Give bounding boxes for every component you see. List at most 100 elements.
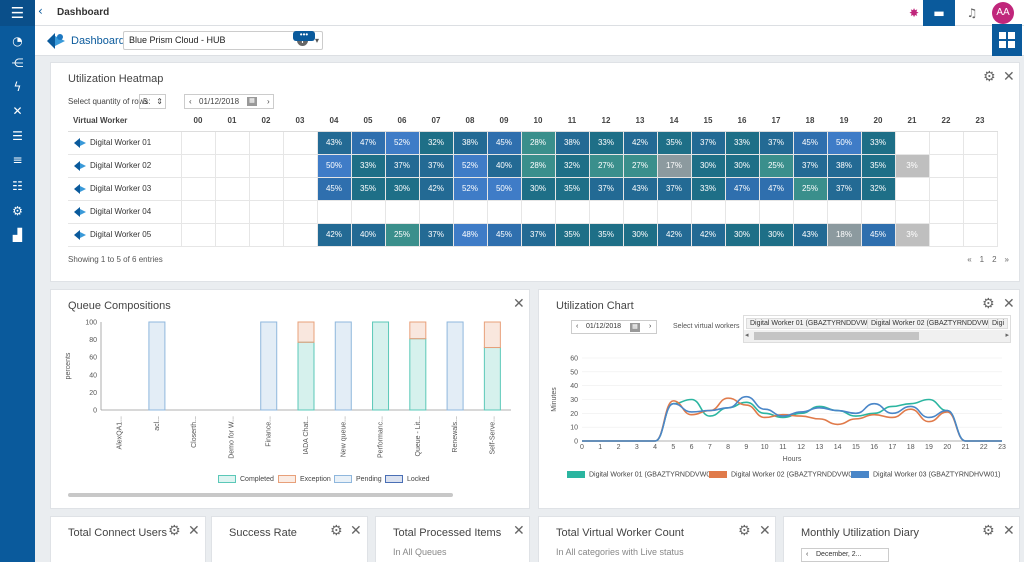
virtual-worker-selector[interactable]: Digital Worker 01 (GBAZTYRNDDVW01) Digit… xyxy=(743,315,1011,343)
legend-item[interactable]: Exception xyxy=(278,475,331,483)
report-list-icon[interactable]: ☷ xyxy=(12,179,23,193)
y-tick-label: 100 xyxy=(85,320,97,327)
heatmap-cell: 45% xyxy=(486,130,522,155)
pagination-item[interactable]: « xyxy=(967,255,972,264)
scroll-thumb[interactable] xyxy=(754,332,919,340)
avatar[interactable]: AA xyxy=(992,2,1014,24)
close-icon[interactable]: ✕ xyxy=(513,523,525,539)
pagination-item[interactable]: » xyxy=(1004,255,1009,264)
series-line[interactable] xyxy=(582,397,1003,442)
rows-quantity-stepper[interactable]: 5 ⇕ xyxy=(139,94,166,109)
bar-segment[interactable] xyxy=(483,321,501,349)
legend-item[interactable]: Locked xyxy=(385,475,430,483)
heatmap-cell: 35% xyxy=(554,176,590,201)
bell-icon[interactable]: ♫ xyxy=(966,6,978,20)
gear-icon[interactable]: ⚙ xyxy=(982,523,995,539)
stepper-arrows-icon[interactable]: ⇕ xyxy=(156,97,163,106)
prev-month-icon[interactable]: ‹ xyxy=(806,551,809,558)
lightning-icon[interactable]: ϟ xyxy=(13,80,22,94)
horizontal-scrollbar[interactable] xyxy=(68,493,453,497)
gear-icon[interactable]: ⚙ xyxy=(982,296,995,312)
bar-segment[interactable] xyxy=(409,321,427,340)
more-options-button[interactable]: ••• xyxy=(293,31,315,41)
settings-globe-icon[interactable]: ⚙ xyxy=(12,204,23,218)
worker-scrollbar[interactable]: ◂ ▸ xyxy=(744,330,1010,342)
hierarchy-icon[interactable]: ▟ xyxy=(12,228,23,242)
gear-icon[interactable]: ⚙ xyxy=(168,523,181,539)
heatmap-cell xyxy=(282,130,318,155)
dashboard-gauge-icon[interactable]: ◔ xyxy=(12,34,23,48)
bar-segment[interactable] xyxy=(372,321,390,411)
table-row[interactable]: Digital Worker 02 50% 33% 37% 37% 52% 40% 28% 32… xyxy=(68,153,998,178)
hamburger-menu-icon[interactable]: ☰ xyxy=(0,0,35,26)
bar-segment[interactable] xyxy=(297,321,315,343)
gear-icon[interactable]: ⚙ xyxy=(983,69,996,85)
utilization-date-picker[interactable]: ‹ 01/12/2018 ▦ › xyxy=(571,320,657,334)
share-nodes-icon[interactable]: ⋲ xyxy=(11,56,24,70)
heatmap-cell: 3% xyxy=(894,153,930,178)
close-icon[interactable]: ✕ xyxy=(350,523,362,539)
y-tick-label: 20 xyxy=(570,411,578,418)
table-row[interactable]: Digital Worker 05 42% 40% 25% 37% 48% 45% 37% 35… xyxy=(68,222,998,247)
bar-segment[interactable] xyxy=(334,321,352,411)
bar-segment[interactable] xyxy=(483,347,501,411)
next-date-icon[interactable]: › xyxy=(649,323,652,330)
heatmap-cell xyxy=(214,222,250,247)
sort-list-icon[interactable]: ≡ xyxy=(12,153,23,167)
diary-month-picker[interactable]: ‹ December, 2... xyxy=(801,548,889,562)
close-icon[interactable]: ✕ xyxy=(1003,69,1015,85)
series-line[interactable] xyxy=(582,398,1003,442)
table-row[interactable]: Digital Worker 04 xyxy=(68,199,998,224)
table-row[interactable]: Digital Worker 03 45% 35% 30% 42% 52% 50% 30% 35… xyxy=(68,176,998,201)
hour-column-header: 08 xyxy=(453,111,487,132)
close-icon[interactable]: ✕ xyxy=(759,523,771,539)
table-row[interactable]: Digital Worker 01 43% 47% 52% 32% 38% 45% 28% 38… xyxy=(68,130,998,155)
hour-column-header: 01 xyxy=(215,111,249,132)
legend-item[interactable]: Completed xyxy=(218,475,274,483)
pagination-item[interactable]: 2 xyxy=(992,255,997,264)
close-icon[interactable]: ✕ xyxy=(188,523,200,539)
y-tick-label: 50 xyxy=(570,369,578,376)
legend-item[interactable]: Digital Worker 03 (GBAZTYRNDHVW01) xyxy=(851,471,1000,478)
tools-icon[interactable]: ✕ xyxy=(12,104,23,118)
gear-icon[interactable]: ⚙ xyxy=(330,523,343,539)
grid-layout-button[interactable] xyxy=(992,24,1022,56)
digital-worker-icon xyxy=(74,183,86,194)
list-icon[interactable]: ☰ xyxy=(12,129,23,143)
bar-segment[interactable] xyxy=(297,341,315,411)
bar-segment[interactable] xyxy=(409,338,427,411)
heatmap-cell xyxy=(248,176,284,201)
worker-chip[interactable]: Digital Worker 02 (GBAZTYRNDDVW02) xyxy=(867,318,1003,329)
back-chevron-icon[interactable]: ‹ xyxy=(38,4,43,18)
panel-title: Total Connect Users xyxy=(68,527,168,539)
column-header-virtual-worker[interactable]: Virtual Worker xyxy=(68,111,181,132)
next-date-icon[interactable]: › xyxy=(267,97,270,106)
heatmap-date-picker[interactable]: ‹ 01/12/2018 ▦ › xyxy=(184,94,274,109)
prev-date-icon[interactable]: ‹ xyxy=(576,323,579,330)
worker-chip[interactable]: Digi xyxy=(988,318,1009,329)
calendar-icon[interactable]: ▦ xyxy=(630,323,640,332)
scroll-left-icon[interactable]: ◂ xyxy=(745,332,749,339)
hour-column-header: 11 xyxy=(555,111,589,132)
legend-item[interactable]: Digital Worker 01 (GBAZTYRNDDVW01) xyxy=(567,471,716,478)
close-icon[interactable]: ✕ xyxy=(1003,296,1015,312)
legend-swatch xyxy=(278,475,296,483)
legend-item[interactable]: Digital Worker 02 (GBAZTYRNDDVW02) xyxy=(709,471,858,478)
briefcase-icon[interactable]: ▬ xyxy=(923,0,955,26)
total-processed-items-panel: Total Processed Items In All Queues ✕ xyxy=(375,516,530,562)
legend-item[interactable]: Pending xyxy=(334,475,382,483)
series-line[interactable] xyxy=(582,395,1003,442)
rocket-icon[interactable]: ✸ xyxy=(908,6,920,20)
bar-segment[interactable] xyxy=(446,321,464,411)
close-icon[interactable]: ✕ xyxy=(513,296,525,312)
worker-chip[interactable]: Digital Worker 01 (GBAZTYRNDDVW01) xyxy=(746,318,882,329)
bar-segment[interactable] xyxy=(260,321,278,411)
gear-icon[interactable]: ⚙ xyxy=(738,523,751,539)
queue-compositions-panel: Queue Compositions ✕ 0 20 40 60 80 100 percent… xyxy=(50,289,530,509)
close-icon[interactable]: ✕ xyxy=(1003,523,1015,539)
prev-date-icon[interactable]: ‹ xyxy=(189,97,192,106)
bar-segment[interactable] xyxy=(148,321,166,411)
scroll-right-icon[interactable]: ▸ xyxy=(1005,332,1009,339)
calendar-icon[interactable]: ▦ xyxy=(247,97,257,106)
pagination-item[interactable]: 1 xyxy=(979,255,985,264)
